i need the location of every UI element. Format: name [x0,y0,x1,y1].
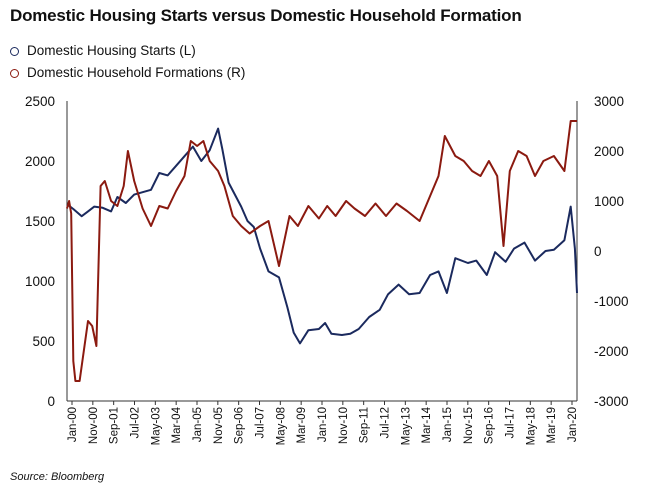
series-line-household-formations [66,120,577,382]
x-tick-label: Mar-04 [171,406,183,443]
y-right-tick-label: 1000 [594,194,624,209]
x-tick-label: Mar-09 [296,407,308,443]
x-tick-label: Jul-17 [505,407,517,438]
y-left-tick-label: 1500 [25,214,55,229]
x-tick-label: Jan-10 [317,407,329,442]
x-tick-label: Sep-06 [234,407,246,444]
legend-label-household-formations: Domestic Household Formations (R) [27,65,246,80]
y-right-tick-label: 2000 [594,144,624,159]
legend-label-housing-starts: Domestic Housing Starts (L) [27,43,196,58]
series-line-housing-starts [66,127,578,345]
source-note: Source: Bloomberg [10,471,105,483]
legend-item-housing-starts: Domestic Housing Starts (L) [10,40,245,62]
y-right-tick-label: 0 [594,244,602,259]
legend-marker-household-formations [10,68,19,78]
x-tick-label: Jan-00 [67,407,79,442]
chart-title: Domestic Housing Starts versus Domestic … [10,6,522,25]
x-tick-label: May-13 [400,407,412,445]
x-tick-label: Sep-01 [109,407,121,444]
x-tick-label: Jul-07 [255,407,267,438]
y-left-tick-label: 500 [32,334,55,349]
x-tick-label: Jul-12 [380,407,392,438]
y-left-tick-label: 1000 [25,274,55,289]
x-tick-label: Jan-05 [192,407,204,442]
x-tick-label: May-18 [525,407,537,445]
x-tick-label: Mar-14 [421,406,433,443]
x-tick-label: Nov-15 [463,407,475,444]
y-left-tick-label: 2500 [25,94,55,109]
x-tick-label: Jan-20 [567,407,579,442]
legend-marker-housing-starts [10,46,19,56]
x-tick-label: Sep-16 [484,407,496,444]
y-right-tick-label: 3000 [594,94,624,109]
x-tick-label: Sep-11 [359,407,371,443]
y-right-tick-label: -2000 [594,344,629,359]
y-right-tick-label: -3000 [594,394,629,409]
legend: Domestic Housing Starts (L) Domestic Hou… [10,40,245,84]
x-tick-label: Mar-19 [546,407,558,443]
x-tick-label: Nov-10 [338,407,350,444]
x-tick-label: Jul-02 [130,407,142,438]
x-tick-label: Nov-05 [213,407,225,444]
y-left-tick-label: 2000 [25,154,55,169]
y-right-tick-label: -1000 [594,294,629,309]
x-tick-label: Jan-15 [442,407,454,442]
y-left-tick-label: 0 [47,394,55,409]
x-tick-label: Nov-00 [88,407,100,444]
legend-item-household-formations: Domestic Household Formations (R) [10,62,245,84]
x-tick-label: May-08 [275,407,287,445]
x-tick-label: May-03 [150,407,162,445]
